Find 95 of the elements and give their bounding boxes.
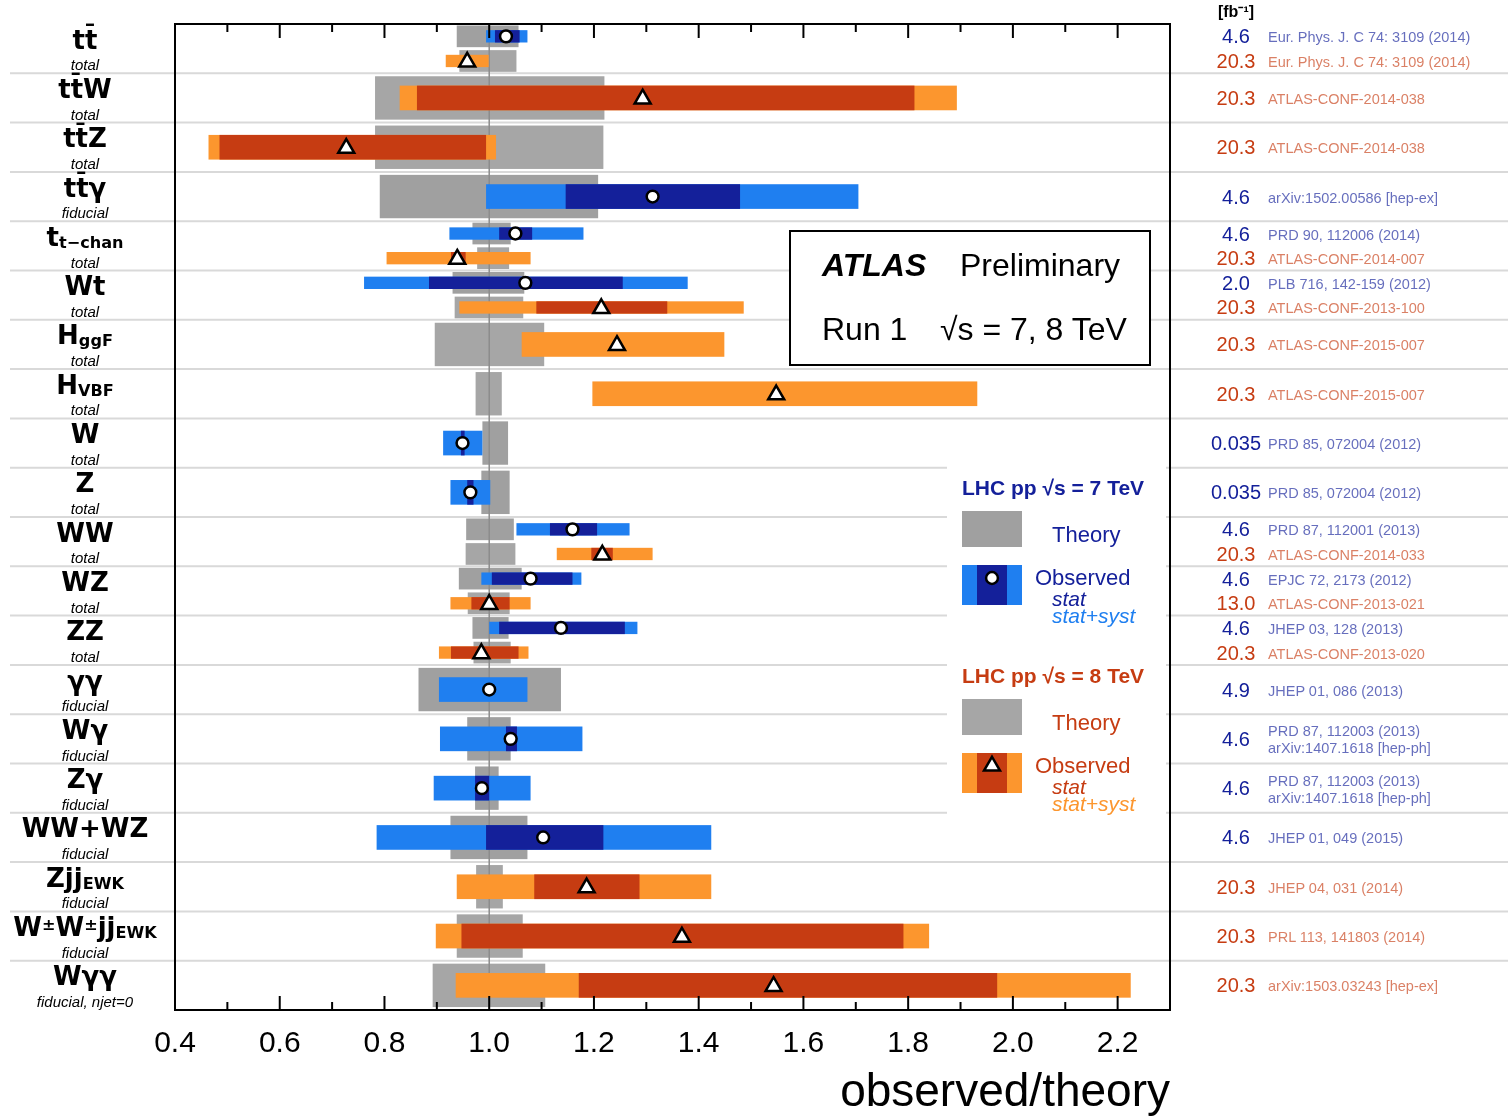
text: 4.6 (1222, 727, 1250, 750)
annotation: Run 1 (822, 311, 908, 347)
annotation: LHC pp √s = 7 TeV (962, 476, 1145, 499)
annotation: √s = 7, 8 TeV (940, 311, 1128, 347)
legend-label: Theory (1052, 710, 1121, 735)
text: 13.0 (1216, 592, 1256, 615)
y-tick-label: WZ total (61, 566, 109, 616)
annotation: ATLAS (821, 247, 927, 283)
text: 20.3 (1216, 974, 1256, 997)
text: ATLAS-CONF-2013-021 (1268, 596, 1425, 613)
y-tick-label: tt̄W total (58, 72, 112, 123)
x-tick-label: 1.0 (468, 1025, 511, 1058)
y-tick-label: WW+WZ fiducial (21, 813, 149, 863)
text: 4.6 (1222, 518, 1250, 541)
x-tick-label: 2.2 (1096, 1025, 1139, 1058)
text: 20.3 (1216, 49, 1256, 72)
legend-label: Theory (1052, 522, 1121, 547)
text: 20.3 (1216, 925, 1256, 948)
y-tick-label: Wγ fiducial (61, 714, 110, 764)
text: PRD 90, 112006 (2014) (1268, 226, 1421, 243)
x-axis-title: observed/theory (840, 1064, 1170, 1116)
x-tick-label: 1.8 (887, 1025, 930, 1058)
text: 2.0 (1222, 271, 1250, 294)
y-tick-label: tt̄γ fiducial (61, 170, 110, 222)
text: 4.6 (1222, 25, 1250, 48)
text: 4.6 (1222, 222, 1250, 245)
y-tick-label: Wγγ fiducial, njet=0 (36, 961, 134, 1010)
y-tick-label: t$_{t−chan}$ total (46, 221, 124, 271)
text: PRD 87, 112001 (2013) (1268, 522, 1421, 539)
text: 20.3 (1216, 542, 1256, 565)
text: PRL 113, 141803 (2014) (1268, 929, 1426, 946)
x-tick-label: 2.0 (992, 1025, 1034, 1058)
text: PRD 85, 072004 (2012) (1268, 436, 1422, 453)
annotation: Preliminary (960, 247, 1121, 283)
text: 20.3 (1216, 382, 1256, 405)
y-tick-label: W total (70, 419, 100, 468)
text: 20.3 (1216, 875, 1256, 898)
y-tick-label: WW total (56, 517, 114, 567)
text: JHEP 01, 049 (2015) (1268, 830, 1404, 847)
y-tick-label: Wt total (64, 271, 106, 320)
x-tick-label: 1.2 (573, 1025, 615, 1058)
annotation: LHC pp √s = 8 TeV (962, 664, 1145, 687)
text: [fb⁻¹] (1217, 3, 1255, 20)
x-tick-label: 0.6 (258, 1025, 301, 1058)
legend-label: Observed (1035, 753, 1131, 778)
x-tick-label: 0.8 (363, 1025, 406, 1058)
legend-label: stat (1052, 775, 1088, 798)
legend-label: Observed (1035, 565, 1131, 590)
text: ATLAS-CONF-2014-038 (1268, 140, 1425, 157)
text: PRD 87, 112003 (2013) arXiv:1407.1618 [hep-ph] (1268, 772, 1431, 806)
text: 20.3 (1216, 641, 1256, 664)
text: JHEP 01, 086 (2013) (1268, 682, 1404, 699)
legend-label: stat (1052, 587, 1088, 610)
text: JHEP 04, 031 (2014) (1268, 879, 1404, 896)
x-tick-label: 0.4 (154, 1025, 196, 1058)
text: ATLAS-CONF-2013-100 (1268, 300, 1425, 317)
x-tick-label: 1.4 (677, 1025, 720, 1058)
text: ATLAS-CONF-2014-038 (1268, 90, 1425, 107)
text: ATLAS-CONF-2014-033 (1268, 546, 1425, 563)
text: 20.3 (1216, 333, 1256, 356)
text: 20.3 (1216, 247, 1256, 270)
y-tick-label: γγ fiducial (61, 665, 110, 715)
y-tick-label: Z total (70, 468, 100, 517)
text: 0.035 (1210, 481, 1262, 504)
text: ATLAS-CONF-2015-007 (1268, 386, 1425, 403)
text: PRD 87, 112003 (2013) arXiv:1407.1618 [hep-ph] (1268, 723, 1431, 757)
text: 4.9 (1222, 678, 1250, 701)
text: PLB 716, 142-159 (2012) (1268, 275, 1431, 292)
text: 20.3 (1216, 296, 1256, 319)
y-tick-label: ZZ total (66, 616, 104, 665)
text: ATLAS-CONF-2015-007 (1268, 337, 1425, 354)
text: 0.035 (1210, 432, 1262, 455)
text: ATLAS-CONF-2013-020 (1268, 645, 1425, 662)
text: PRD 85, 072004 (2012) (1268, 485, 1422, 502)
text: Eur. Phys. J. C 74: 3109 (2014) (1268, 29, 1471, 46)
text: 4.6 (1222, 185, 1250, 208)
text: JHEP 03, 128 (2013) (1268, 620, 1404, 637)
text: 4.6 (1222, 616, 1250, 639)
text: 4.6 (1222, 567, 1250, 590)
text: arXiv:1502.00586 [hep-ex] (1268, 189, 1439, 206)
text: arXiv:1503.03243 [hep-ex] (1268, 978, 1439, 995)
y-tick-label: tt̄Z total (63, 121, 107, 172)
y-tick-label: Zγ fiducial (61, 764, 110, 813)
y-tick-label: W$^{±}$W$^{±}$jj$_{EWK}$ fiducial (13, 912, 158, 961)
text: 20.3 (1216, 136, 1256, 159)
text: Eur. Phys. J. C 74: 3109 (2014) (1268, 53, 1471, 70)
y-tick-label: H$_{ggF}$ total (57, 320, 113, 370)
text: 4.6 (1222, 777, 1250, 800)
x-tick-label: 1.6 (782, 1025, 825, 1058)
text: EPJC 72, 2173 (2012) (1268, 571, 1412, 588)
y-tick-label: Zjj$_{EWK}$ fiducial (46, 862, 125, 912)
text: 20.3 (1216, 86, 1256, 109)
y-tick-label: H$_{VBF}$ total (56, 369, 114, 419)
text: 4.6 (1222, 826, 1250, 849)
text: ATLAS-CONF-2014-007 (1268, 251, 1425, 268)
